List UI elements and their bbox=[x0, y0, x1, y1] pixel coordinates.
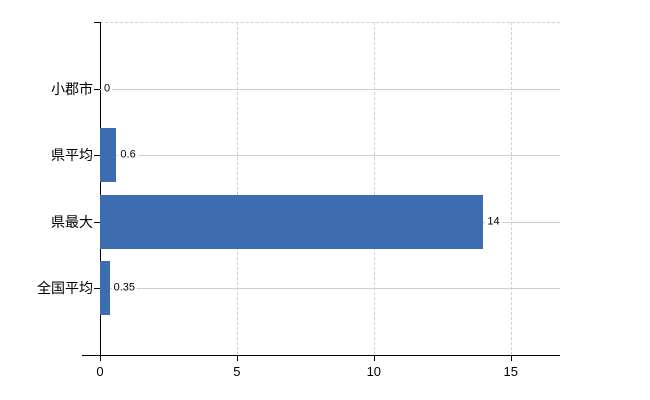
x-tick-label: 10 bbox=[366, 364, 382, 379]
y-tick bbox=[94, 22, 100, 23]
bar bbox=[100, 261, 110, 316]
h-gridline bbox=[100, 88, 560, 90]
x-tick-label: 0 bbox=[96, 364, 104, 379]
x-tick bbox=[510, 355, 512, 361]
bar-value-label: 0.6 bbox=[118, 148, 138, 161]
bar-value-label: 14 bbox=[485, 215, 502, 228]
bar bbox=[100, 194, 484, 249]
x-tick-label: 15 bbox=[503, 364, 518, 379]
plot-top-border bbox=[100, 22, 560, 23]
y-tick bbox=[94, 288, 100, 290]
bar-value-label: 0.35 bbox=[111, 281, 137, 294]
x-tick-label: 5 bbox=[233, 364, 241, 379]
y-tick bbox=[94, 155, 100, 157]
y-axis bbox=[100, 22, 101, 355]
category-label: 小郡市 bbox=[51, 80, 93, 97]
category-label: 全国平均 bbox=[37, 280, 93, 297]
category-label: 県平均 bbox=[51, 147, 93, 164]
y-tick bbox=[94, 221, 100, 223]
x-axis bbox=[82, 355, 560, 356]
x-tick bbox=[236, 355, 238, 361]
v-gridline bbox=[510, 22, 512, 355]
v-gridline bbox=[236, 22, 238, 355]
h-gridline bbox=[100, 155, 560, 157]
x-tick bbox=[373, 355, 375, 361]
category-label: 県最大 bbox=[51, 213, 93, 230]
v-gridline bbox=[373, 22, 375, 355]
h-gridline bbox=[100, 288, 560, 290]
bar-value-label: 0 bbox=[102, 82, 113, 95]
bar bbox=[100, 128, 117, 183]
plot-area: 0 5 10 15 小郡市 0 県平均 0.6 県最大 14 全国平均 0.35 bbox=[37, 22, 560, 379]
y-tick bbox=[94, 88, 100, 90]
x-tick bbox=[100, 355, 101, 361]
